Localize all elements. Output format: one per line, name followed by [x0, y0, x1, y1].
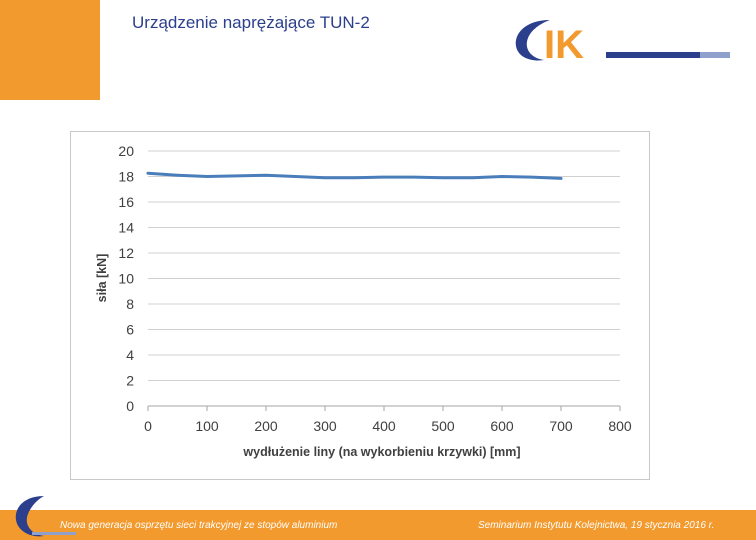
y-tick-label: 12: [118, 245, 134, 261]
x-tick-label: 0: [144, 418, 152, 434]
x-tick-label: 400: [372, 418, 396, 434]
footer-bar: Nowa generacja osprzętu sieci trakcyjnej…: [0, 510, 756, 540]
logo-swoosh-icon: [515, 20, 550, 61]
y-tick-label: 8: [126, 296, 134, 312]
x-tick-label: 600: [490, 418, 514, 434]
x-tick-label: 700: [549, 418, 573, 434]
y-tick-label: 10: [118, 271, 134, 287]
orange-corner-block: [0, 0, 100, 100]
chart-container: 0 2 4 6 8 10 12 14 16 18 20 0 100 200 300 400 500 600 700…: [70, 131, 650, 480]
y-tick-label: 2: [126, 373, 134, 389]
grid-lines: [148, 150, 620, 407]
logo-text: IK: [544, 23, 584, 67]
y-tick-label: 0: [126, 398, 134, 414]
y-tick-label: 14: [118, 220, 134, 236]
x-tick-label: 500: [431, 418, 455, 434]
y-axis-label: siła [kN]: [95, 254, 109, 303]
ik-logo: IK: [515, 20, 730, 67]
line-chart: 0 2 4 6 8 10 12 14 16 18 20 0 100 200 300 400 500 600 700…: [95, 143, 632, 459]
logo-underline-fade: [700, 52, 730, 58]
series-line: [146, 171, 563, 180]
footer-logo-icon: [15, 496, 76, 537]
x-tick-label: 300: [313, 418, 337, 434]
y-axis-ticks: 0 2 4 6 8 10 12 14 16 18 20: [118, 143, 134, 414]
x-tick-label: 100: [195, 418, 219, 434]
y-tick-label: 20: [118, 143, 134, 159]
logo-underline: [606, 52, 728, 58]
y-tick-label: 16: [118, 194, 134, 210]
x-axis-label: wydłużenie liny (na wykorbieniu krzywki)…: [242, 445, 520, 459]
series-layer: [146, 171, 563, 180]
footer-left-text: Nowa generacja osprzętu sieci trakcyjnej…: [60, 520, 338, 531]
x-tick-label: 800: [608, 418, 632, 434]
x-axis-ticks: 0 100 200 300 400 500 600 700 800: [144, 406, 632, 434]
x-tick-label: 200: [254, 418, 278, 434]
slide-title: Urządzenie naprężające TUN-2: [132, 13, 370, 32]
y-tick-label: 6: [126, 322, 134, 338]
y-tick-label: 4: [126, 347, 134, 363]
footer-right-text: Seminarium Instytutu Kolejnictwa, 19 sty…: [478, 520, 715, 531]
y-tick-label: 18: [118, 169, 134, 185]
